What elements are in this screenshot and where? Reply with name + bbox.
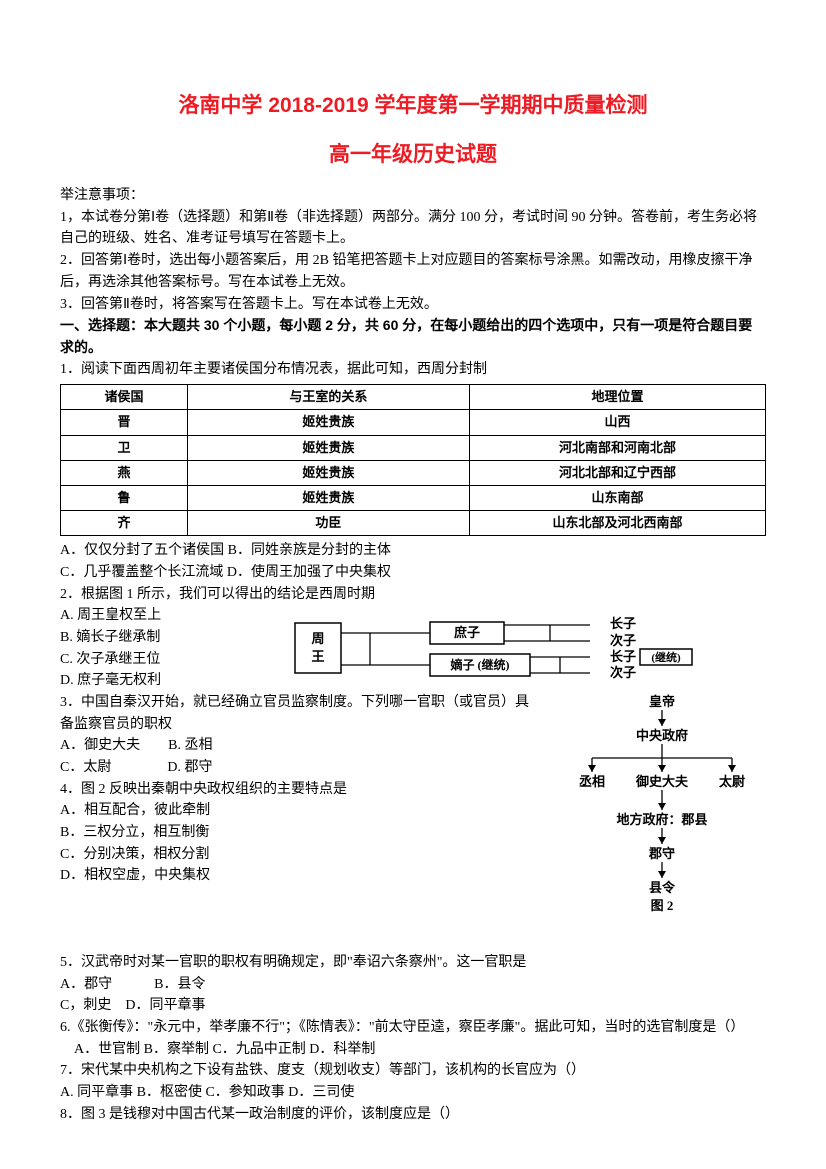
- q5-opts-2: C，刺史 D．同平章事: [60, 995, 766, 1017]
- q2-block: A. 周王皇权至上 B. 嫡长子继承制 C. 次子承继王位 D. 庶子毫无权利 …: [60, 605, 766, 692]
- q1-th-2: 地理位置: [469, 385, 765, 410]
- page-title-main: 洛南中学 2018-2019 学年度第一学期期中质量检测: [60, 90, 766, 123]
- notes-header: 举注意事项：: [60, 185, 766, 207]
- q3-q4-block: 3．中国自秦汉开始，就已经确立官员监察制度。下列哪一官职（或官员）具备监察官员的…: [60, 692, 766, 952]
- table-cell: 燕: [61, 460, 188, 485]
- table-cell: 河北南部和河南北部: [469, 435, 765, 460]
- table-cell: 齐: [61, 510, 188, 535]
- svg-text:皇帝: 皇帝: [649, 694, 675, 709]
- svg-text:(继统): (继统): [651, 650, 681, 664]
- q7-stem: 7．宋代某中央机构之下设有盐铁、度支（规划收支）等部门，该机构的长官应为（）: [60, 1060, 766, 1082]
- q3-stem: 3．中国自秦汉开始，就已经确立官员监察制度。下列哪一官职（或官员）具备监察官员的…: [60, 692, 530, 735]
- svg-text:郡守: 郡守: [648, 846, 675, 861]
- q2-opt-d: D. 庶子毫无权利: [60, 670, 230, 692]
- table-cell: 山东北部及河北西南部: [469, 510, 765, 535]
- q3-diagram: 皇帝 中央政府 丞相 御史大夫 太尉 地方政府：郡县 郡守 县令 图 2: [562, 692, 762, 930]
- svg-text:王: 王: [311, 649, 324, 664]
- q8-stem: 8．图 3 是钱穆对中国古代某一政治制度的评价，该制度应是（）: [60, 1104, 766, 1126]
- svg-text:长子: 长子: [610, 649, 636, 664]
- table-cell: 晋: [61, 410, 188, 435]
- q1-stem: 1．阅读下面西周初年主要诸侯国分布情况表，据此可知，西周分封制: [60, 359, 766, 381]
- table-cell: 山东南部: [469, 485, 765, 510]
- q7-opts: A. 同平章事 B．枢密使 C．参知政事 D．三司使: [60, 1082, 766, 1104]
- table-cell: 姬姓贵族: [187, 410, 469, 435]
- q5-stem: 5．汉武帝时对某一官职的职权有明确规定，即"奉诏六条察州"。这一官职是: [60, 952, 766, 974]
- q6-opts: A．世官制 B．察举制 C．九品中正制 D．科举制: [60, 1039, 766, 1061]
- q5-opts-1: A．郡守 B．县令: [60, 974, 766, 996]
- svg-text:次子: 次子: [610, 665, 636, 680]
- q1-table: 诸侯国 与王室的关系 地理位置 晋姬姓贵族山西 卫姬姓贵族河北南部和河南北部 燕…: [60, 384, 766, 536]
- section1-header: 一、选择题：本大题共 30 个小题，每小题 2 分，共 60 分，在每小题给出的…: [60, 315, 766, 358]
- svg-text:周: 周: [311, 631, 324, 646]
- svg-text:长子: 长子: [610, 616, 636, 631]
- q1-opts-2: C．几乎覆盖整个长江流域 D．使周王加强了中央集权: [60, 562, 766, 584]
- table-cell: 河北北部和辽宁西部: [469, 460, 765, 485]
- q2-opt-c: C. 次子承继王位: [60, 649, 230, 671]
- table-cell: 山西: [469, 410, 765, 435]
- svg-text:县令: 县令: [649, 880, 676, 895]
- table-cell: 姬姓贵族: [187, 485, 469, 510]
- note-3: 3．回答第Ⅱ卷时，将答案写在答题卡上。写在本试卷上无效。: [60, 294, 766, 316]
- svg-text:庶子: 庶子: [454, 625, 480, 640]
- q2-opt-a: A. 周王皇权至上: [60, 605, 230, 627]
- table-cell: 鲁: [61, 485, 188, 510]
- q1-opts-1: A．仅仅分封了五个诸侯国 B．同姓亲族是分封的主体: [60, 540, 766, 562]
- svg-text:图 2: 图 2: [651, 898, 674, 913]
- q6-stem: 6.《张衡传》："永元中，举孝廉不行"；《陈情表》："前太守臣逵，察臣孝廉"。据…: [60, 1017, 766, 1039]
- svg-text:次子: 次子: [610, 633, 636, 648]
- table-cell: 功臣: [187, 510, 469, 535]
- svg-text:嫡子 (继统): 嫡子 (继统): [451, 657, 510, 672]
- svg-text:中央政府: 中央政府: [636, 728, 688, 743]
- note-2: 2．回答第Ⅰ卷时，选出每小题答案后，用 2B 铅笔把答题卡上对应题目的答案标号涂…: [60, 250, 766, 293]
- q2-opt-b: B. 嫡长子继承制: [60, 627, 230, 649]
- table-cell: 姬姓贵族: [187, 460, 469, 485]
- table-cell: 姬姓贵族: [187, 435, 469, 460]
- svg-text:太尉: 太尉: [718, 774, 745, 789]
- q1-th-1: 与王室的关系: [187, 385, 469, 410]
- page-title-sub: 高一年级历史试题: [60, 139, 766, 172]
- svg-text:御史大夫: 御史大夫: [635, 774, 689, 789]
- q2-diagram: 周 王 庶子 长子 次子 嫡子 (继统) 长子: [290, 607, 720, 692]
- svg-text:地方政府：郡县: 地方政府：郡县: [616, 812, 707, 827]
- note-1: 1，本试卷分第Ⅰ卷（选择题）和第Ⅱ卷（非选择题）两部分。满分 100 分，考试时…: [60, 207, 766, 250]
- q1-th-0: 诸侯国: [61, 385, 188, 410]
- q2-stem: 2．根据图 1 所示，我们可以得出的结论是西周时期: [60, 584, 766, 606]
- svg-text:丞相: 丞相: [579, 774, 605, 789]
- table-cell: 卫: [61, 435, 188, 460]
